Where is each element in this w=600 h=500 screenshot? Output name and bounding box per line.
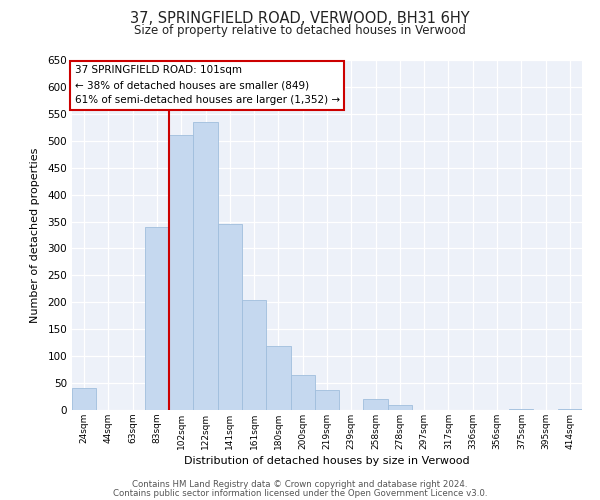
Text: Contains HM Land Registry data © Crown copyright and database right 2024.: Contains HM Land Registry data © Crown c… (132, 480, 468, 489)
Bar (364, 399, 388, 410)
X-axis label: Distribution of detached houses by size in Verwood: Distribution of detached houses by size … (184, 456, 470, 466)
Bar (558, 409, 582, 410)
Y-axis label: Number of detached properties: Number of detached properties (31, 148, 40, 322)
Text: 37 SPRINGFIELD ROAD: 101sqm
← 38% of detached houses are smaller (849)
61% of se: 37 SPRINGFIELD ROAD: 101sqm ← 38% of det… (74, 66, 340, 105)
Text: Contains public sector information licensed under the Open Government Licence v3: Contains public sector information licen… (113, 489, 487, 498)
Bar (242, 300, 266, 410)
Bar (290, 375, 315, 410)
Bar (72, 388, 96, 410)
Bar (509, 409, 533, 410)
Bar (388, 404, 412, 410)
Text: Size of property relative to detached houses in Verwood: Size of property relative to detached ho… (134, 24, 466, 37)
Bar (315, 390, 339, 410)
Bar (266, 346, 290, 410)
Bar (218, 224, 242, 410)
Text: 37, SPRINGFIELD ROAD, VERWOOD, BH31 6HY: 37, SPRINGFIELD ROAD, VERWOOD, BH31 6HY (130, 11, 470, 26)
Bar (193, 122, 218, 410)
Bar (169, 136, 193, 410)
Bar (145, 227, 169, 410)
